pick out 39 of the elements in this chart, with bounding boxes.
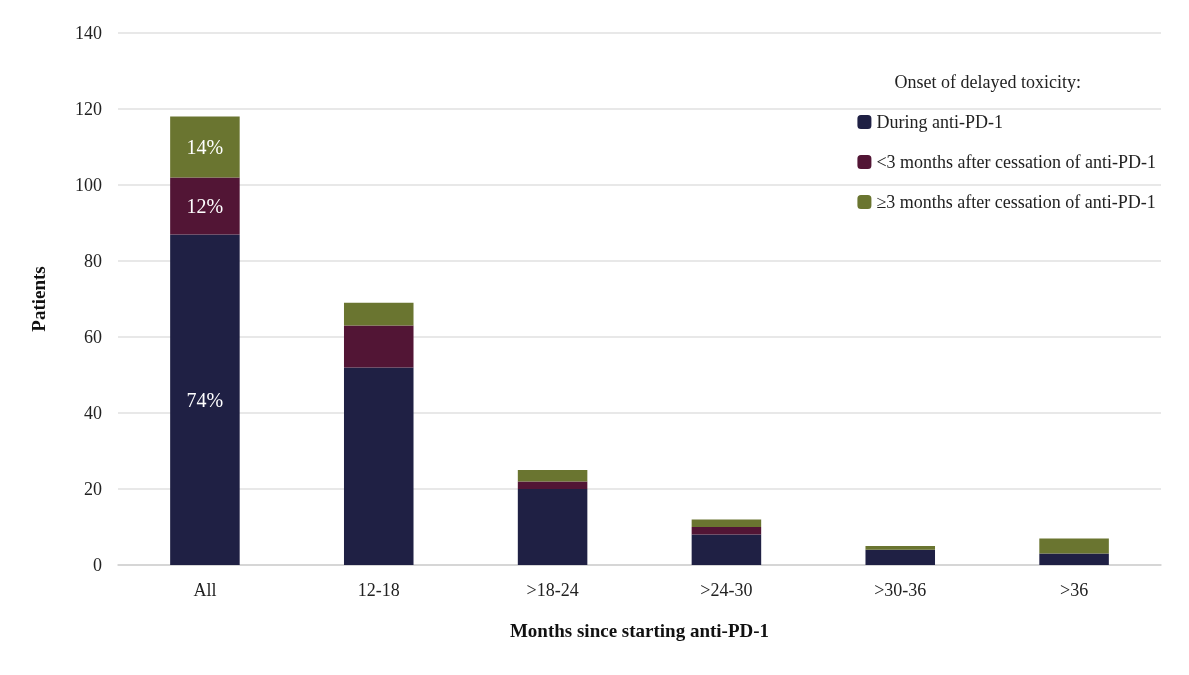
y-tick-label: 40 — [84, 403, 102, 423]
bar — [1039, 538, 1109, 554]
bar — [343, 302, 414, 326]
annotation: 74% — [186, 388, 224, 411]
bar — [691, 534, 762, 565]
bar — [517, 489, 588, 565]
bar — [865, 549, 936, 565]
x-tick-label: 12-18 — [357, 580, 400, 600]
bar — [517, 481, 588, 489]
bar — [170, 177, 240, 235]
x-tick-label: >18-24 — [526, 580, 579, 600]
x-axis-title: Months since starting anti-PD-1 — [509, 620, 770, 641]
annotation: 14% — [186, 136, 224, 158]
bar — [170, 234, 240, 565]
bar — [343, 325, 414, 368]
y-tick-label: 20 — [84, 479, 102, 499]
bar — [517, 470, 588, 482]
bar — [1039, 553, 1109, 565]
y-tick-label: 100 — [75, 175, 102, 195]
legend-label: During anti-PD-1 — [876, 112, 1003, 132]
y-tick-label: 0 — [93, 555, 102, 575]
bar — [691, 527, 762, 535]
y-tick-label: 60 — [84, 327, 102, 347]
y-tick-label: 80 — [84, 251, 102, 271]
bar — [343, 367, 414, 565]
bar — [170, 116, 240, 178]
legend-title: Onset of delayed toxicity: — [894, 72, 1081, 92]
x-tick-label: All — [193, 580, 217, 600]
legend-label: <3 months after cessation of anti-PD-1 — [876, 152, 1156, 172]
bar — [865, 546, 936, 550]
y-tick-label: 140 — [75, 23, 102, 43]
x-tick-label: >24-30 — [700, 580, 753, 600]
y-tick-label: 120 — [75, 99, 102, 119]
legend-label: ≥3 months after cessation of anti-PD-1 — [876, 192, 1156, 212]
annotation: 12% — [186, 194, 224, 217]
bar — [691, 519, 762, 527]
x-tick-label: >36 — [1060, 580, 1089, 600]
x-tick-label: >30-36 — [874, 580, 927, 600]
y-axis-title: Patients — [28, 266, 49, 332]
